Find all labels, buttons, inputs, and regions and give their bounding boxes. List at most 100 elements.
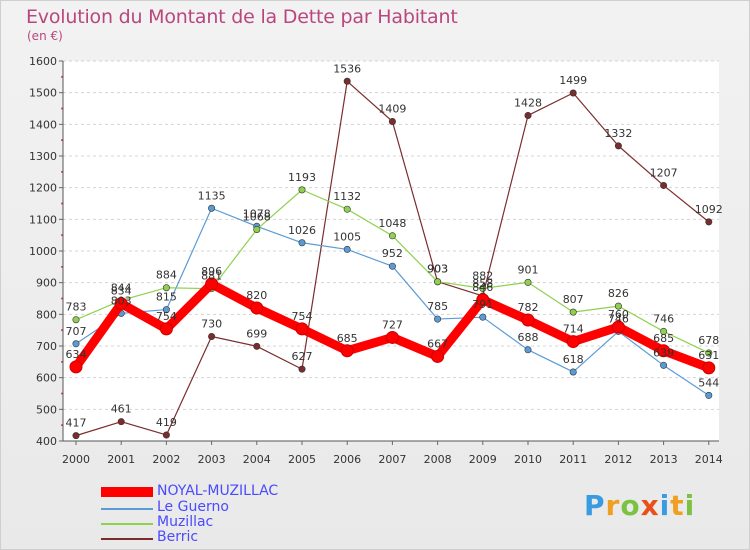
legend-item-le-guerno: Le Guerno <box>101 499 401 517</box>
legend-swatch-le-guerno <box>101 508 153 510</box>
data-point <box>388 232 396 240</box>
x-tick-label: 2011 <box>559 453 587 466</box>
data-point <box>253 225 261 233</box>
y-tick-label: 1100 <box>29 213 57 226</box>
legend-item-noyal: NOYAL-MUZILLAC <box>101 483 401 501</box>
x-tick-label: 2003 <box>198 453 226 466</box>
data-label: 699 <box>246 327 267 340</box>
data-label: 903 <box>427 263 448 276</box>
data-point <box>476 293 490 307</box>
data-label: 1428 <box>514 96 542 109</box>
data-point <box>521 313 535 327</box>
proxiti-logo: Proxiti <box>584 489 696 522</box>
data-label: 746 <box>653 312 674 325</box>
data-label: 1207 <box>650 166 678 179</box>
y-tick-label: 900 <box>36 277 57 290</box>
legend-label-le-guerno: Le Guerno <box>157 499 229 515</box>
chart-title: Evolution du Montant de la Dette par Hab… <box>26 6 458 28</box>
y-tick-label: 1300 <box>29 150 57 163</box>
x-tick-label: 2000 <box>62 453 90 466</box>
data-point <box>434 315 442 323</box>
data-label: 627 <box>292 350 313 363</box>
data-point <box>705 391 713 399</box>
data-point <box>569 308 577 316</box>
data-point <box>660 361 668 369</box>
data-label: 618 <box>563 353 584 366</box>
data-label: 783 <box>66 301 87 314</box>
data-label: 952 <box>382 247 403 260</box>
data-point <box>611 320 625 334</box>
x-tick-label: 2013 <box>650 453 678 466</box>
data-point <box>431 349 445 363</box>
data-point <box>660 327 668 335</box>
data-point <box>343 245 351 253</box>
data-label: 1132 <box>333 190 361 203</box>
data-point <box>660 181 668 189</box>
data-label: 881 <box>201 270 222 283</box>
data-label: 1409 <box>378 102 406 115</box>
data-label: 844 <box>111 281 132 294</box>
legend-swatch-berric <box>101 538 153 540</box>
line-chart: 400 500 600 700 800 900 1000 1100 1200 1300 1400 15… <box>29 55 723 466</box>
legend-label-noyal: NOYAL-MUZILLAC <box>157 483 279 499</box>
data-point <box>385 330 399 344</box>
x-tick-label: 2008 <box>424 453 452 466</box>
y-tick-label: 700 <box>36 340 57 353</box>
data-label: 1332 <box>604 127 632 140</box>
data-label: 544 <box>698 376 719 389</box>
data-point <box>566 335 580 349</box>
x-tick-label: 2001 <box>107 453 135 466</box>
x-tick-label: 2002 <box>152 453 180 466</box>
data-point <box>569 368 577 376</box>
data-point <box>388 117 396 125</box>
data-point <box>72 340 80 348</box>
data-label: 461 <box>111 403 132 416</box>
data-label: 730 <box>201 318 222 331</box>
data-point <box>524 278 532 286</box>
data-label: 1026 <box>288 224 316 237</box>
data-point <box>524 111 532 119</box>
data-label: 1078 <box>243 207 271 220</box>
x-tick-label: 2004 <box>243 453 271 466</box>
data-point <box>524 346 532 354</box>
data-point <box>614 302 622 310</box>
chart-subtitle: (en €) <box>27 29 63 43</box>
data-label: 727 <box>382 318 403 331</box>
data-label: 667 <box>427 337 448 350</box>
data-point <box>388 262 396 270</box>
data-point <box>298 239 306 247</box>
data-point <box>343 77 351 85</box>
data-point <box>250 301 264 315</box>
data-point <box>614 142 622 150</box>
data-point <box>162 431 170 439</box>
data-label: 815 <box>156 291 177 304</box>
x-tick-label: 2012 <box>604 453 632 466</box>
x-tick-label: 2010 <box>514 453 542 466</box>
data-label: 639 <box>653 346 674 359</box>
data-point <box>117 418 125 426</box>
data-point <box>298 365 306 373</box>
data-point <box>705 218 713 226</box>
data-point <box>69 360 83 374</box>
data-label: 754 <box>292 310 313 323</box>
y-tick-label: 500 <box>36 403 57 416</box>
data-label: 760 <box>608 308 629 321</box>
data-label: 1135 <box>198 189 226 202</box>
data-label: 826 <box>608 287 629 300</box>
data-point <box>434 278 442 286</box>
data-label: 1048 <box>378 217 406 230</box>
data-label: 634 <box>66 348 87 361</box>
data-point <box>205 277 219 291</box>
y-tick-label: 1400 <box>29 118 57 131</box>
data-label: 1536 <box>333 62 361 75</box>
data-point <box>479 284 487 292</box>
legend-swatch-muzillac <box>101 523 153 525</box>
data-label: 901 <box>518 263 539 276</box>
data-point <box>340 344 354 358</box>
y-tick-label: 800 <box>36 308 57 321</box>
data-label: 803 <box>111 294 132 307</box>
data-label: 884 <box>156 269 177 282</box>
data-point <box>702 361 716 375</box>
data-label: 858 <box>472 277 493 290</box>
